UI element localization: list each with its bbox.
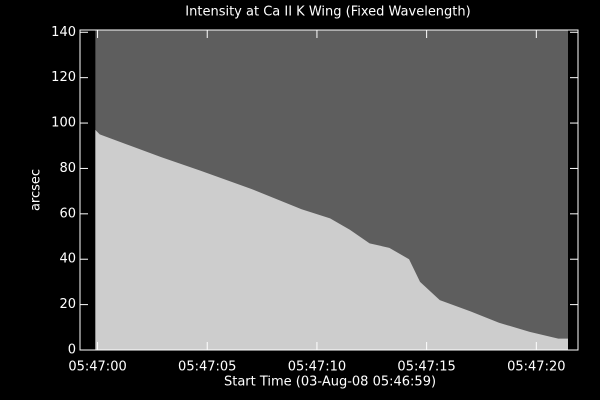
x-tick-label: 05:47:05 [178,360,236,375]
y-tick-label: 0 [68,343,76,358]
plot-frame [79,29,579,351]
chart-title: Intensity at Ca II K Wing (Fixed Wavelen… [185,5,470,20]
y-tick-label: 40 [59,252,76,267]
bright-region [95,129,569,350]
y-tick-label: 100 [51,116,76,131]
y-tick-label: 60 [59,206,76,221]
x-tick-label: 05:47:15 [397,360,455,375]
y-tick-label: 140 [51,25,76,40]
y-tick-label: 20 [59,297,76,312]
y-tick-label: 80 [59,161,76,176]
x-tick-label: 05:47:00 [68,360,126,375]
x-tick-label: 05:47:10 [288,360,346,375]
y-axis-label: arcsec [29,169,44,211]
x-tick-label: 05:47:20 [507,360,565,375]
x-axis-label: Start Time (03-Aug-08 05:46:59) [224,375,436,390]
y-tick-label: 120 [51,70,76,85]
